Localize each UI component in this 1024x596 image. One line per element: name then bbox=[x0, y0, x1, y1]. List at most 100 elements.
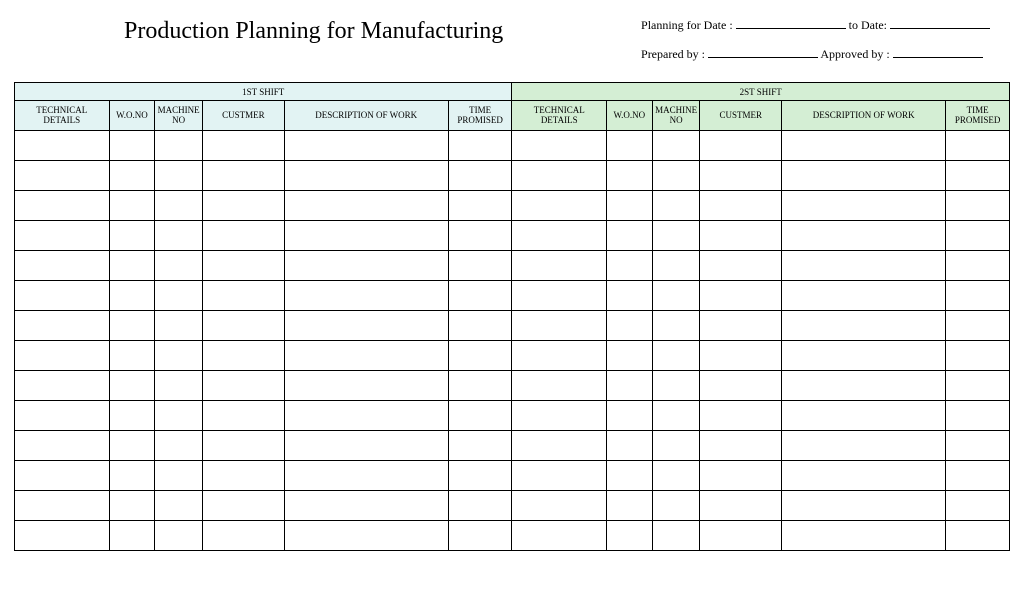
table-cell[interactable] bbox=[448, 221, 512, 251]
table-cell[interactable] bbox=[700, 401, 782, 431]
table-cell[interactable] bbox=[284, 401, 448, 431]
table-cell[interactable] bbox=[512, 401, 607, 431]
table-cell[interactable] bbox=[109, 431, 155, 461]
table-cell[interactable] bbox=[109, 221, 155, 251]
table-cell[interactable] bbox=[15, 221, 110, 251]
table-cell[interactable] bbox=[15, 521, 110, 551]
table-cell[interactable] bbox=[782, 461, 946, 491]
table-cell[interactable] bbox=[448, 251, 512, 281]
table-cell[interactable] bbox=[448, 521, 512, 551]
table-cell[interactable] bbox=[782, 281, 946, 311]
table-cell[interactable] bbox=[448, 281, 512, 311]
table-cell[interactable] bbox=[946, 251, 1010, 281]
table-cell[interactable] bbox=[15, 191, 110, 221]
table-cell[interactable] bbox=[284, 251, 448, 281]
table-cell[interactable] bbox=[946, 461, 1010, 491]
table-cell[interactable] bbox=[700, 161, 782, 191]
table-cell[interactable] bbox=[284, 191, 448, 221]
table-cell[interactable] bbox=[652, 281, 700, 311]
table-cell[interactable] bbox=[284, 521, 448, 551]
table-cell[interactable] bbox=[448, 341, 512, 371]
table-cell[interactable] bbox=[203, 461, 285, 491]
table-cell[interactable] bbox=[946, 191, 1010, 221]
table-cell[interactable] bbox=[782, 491, 946, 521]
table-cell[interactable] bbox=[512, 251, 607, 281]
table-cell[interactable] bbox=[512, 281, 607, 311]
table-cell[interactable] bbox=[15, 461, 110, 491]
table-cell[interactable] bbox=[15, 161, 110, 191]
table-cell[interactable] bbox=[652, 131, 700, 161]
table-cell[interactable] bbox=[284, 341, 448, 371]
table-cell[interactable] bbox=[606, 371, 652, 401]
table-cell[interactable] bbox=[700, 491, 782, 521]
table-cell[interactable] bbox=[448, 461, 512, 491]
table-cell[interactable] bbox=[109, 341, 155, 371]
table-cell[interactable] bbox=[606, 191, 652, 221]
table-cell[interactable] bbox=[700, 521, 782, 551]
table-cell[interactable] bbox=[782, 161, 946, 191]
table-cell[interactable] bbox=[512, 131, 607, 161]
table-cell[interactable] bbox=[203, 251, 285, 281]
table-cell[interactable] bbox=[203, 401, 285, 431]
table-cell[interactable] bbox=[606, 341, 652, 371]
table-cell[interactable] bbox=[155, 371, 203, 401]
table-cell[interactable] bbox=[109, 311, 155, 341]
table-cell[interactable] bbox=[782, 521, 946, 551]
table-cell[interactable] bbox=[700, 131, 782, 161]
table-cell[interactable] bbox=[448, 131, 512, 161]
table-cell[interactable] bbox=[700, 461, 782, 491]
table-cell[interactable] bbox=[109, 191, 155, 221]
table-cell[interactable] bbox=[652, 161, 700, 191]
approved-by-field[interactable] bbox=[893, 47, 983, 58]
table-cell[interactable] bbox=[284, 131, 448, 161]
table-cell[interactable] bbox=[155, 431, 203, 461]
table-cell[interactable] bbox=[15, 131, 110, 161]
table-cell[interactable] bbox=[203, 221, 285, 251]
table-cell[interactable] bbox=[946, 431, 1010, 461]
table-cell[interactable] bbox=[652, 311, 700, 341]
table-cell[interactable] bbox=[782, 191, 946, 221]
table-cell[interactable] bbox=[946, 521, 1010, 551]
prepared-by-field[interactable] bbox=[708, 47, 818, 58]
table-cell[interactable] bbox=[512, 461, 607, 491]
table-cell[interactable] bbox=[782, 371, 946, 401]
table-cell[interactable] bbox=[606, 161, 652, 191]
table-cell[interactable] bbox=[782, 341, 946, 371]
table-cell[interactable] bbox=[448, 491, 512, 521]
table-cell[interactable] bbox=[15, 311, 110, 341]
table-cell[interactable] bbox=[606, 521, 652, 551]
table-cell[interactable] bbox=[284, 431, 448, 461]
table-cell[interactable] bbox=[652, 461, 700, 491]
table-cell[interactable] bbox=[700, 371, 782, 401]
table-cell[interactable] bbox=[15, 401, 110, 431]
table-cell[interactable] bbox=[700, 251, 782, 281]
table-cell[interactable] bbox=[652, 401, 700, 431]
table-cell[interactable] bbox=[606, 491, 652, 521]
table-cell[interactable] bbox=[284, 161, 448, 191]
table-cell[interactable] bbox=[109, 491, 155, 521]
table-cell[interactable] bbox=[512, 371, 607, 401]
table-cell[interactable] bbox=[448, 371, 512, 401]
table-cell[interactable] bbox=[700, 311, 782, 341]
table-cell[interactable] bbox=[448, 191, 512, 221]
table-cell[interactable] bbox=[109, 521, 155, 551]
table-cell[interactable] bbox=[203, 191, 285, 221]
table-cell[interactable] bbox=[512, 431, 607, 461]
table-cell[interactable] bbox=[109, 401, 155, 431]
table-cell[interactable] bbox=[109, 281, 155, 311]
table-cell[interactable] bbox=[155, 311, 203, 341]
table-cell[interactable] bbox=[15, 281, 110, 311]
table-cell[interactable] bbox=[203, 311, 285, 341]
table-cell[interactable] bbox=[284, 221, 448, 251]
table-cell[interactable] bbox=[512, 491, 607, 521]
table-cell[interactable] bbox=[700, 281, 782, 311]
table-cell[interactable] bbox=[652, 221, 700, 251]
table-cell[interactable] bbox=[946, 281, 1010, 311]
table-cell[interactable] bbox=[15, 431, 110, 461]
table-cell[interactable] bbox=[203, 431, 285, 461]
table-cell[interactable] bbox=[155, 131, 203, 161]
table-cell[interactable] bbox=[109, 251, 155, 281]
table-cell[interactable] bbox=[448, 431, 512, 461]
table-cell[interactable] bbox=[109, 131, 155, 161]
table-cell[interactable] bbox=[946, 131, 1010, 161]
